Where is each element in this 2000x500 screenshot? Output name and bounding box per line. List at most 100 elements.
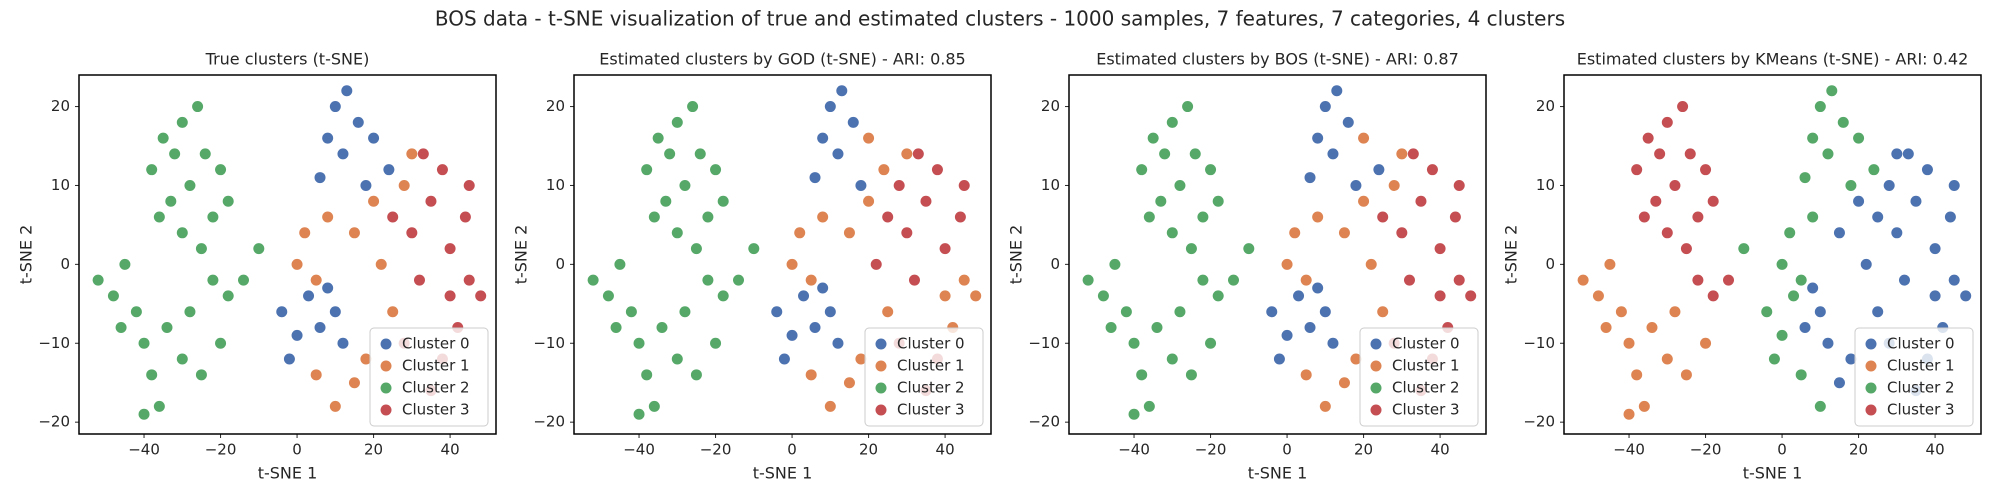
point (322, 132, 334, 144)
point (882, 306, 894, 318)
figure-title: BOS data - t-SNE visualization of true a… (435, 7, 1565, 31)
point (1120, 306, 1132, 318)
point (824, 101, 836, 113)
point (1350, 353, 1362, 365)
legend-marker (1370, 360, 1382, 372)
legend-box (864, 327, 984, 427)
point (1365, 258, 1377, 270)
legend-marker (875, 404, 887, 416)
x-axis-label: t-SNE 1 (753, 464, 813, 483)
y-axis-label: t-SNE 2 (1007, 225, 1026, 285)
point (710, 164, 722, 176)
point (360, 179, 372, 191)
point (1860, 258, 1872, 270)
point (1304, 321, 1316, 333)
point (1128, 408, 1140, 420)
point (817, 132, 829, 144)
subplot: Estimated clusters by BOS (t-SNE) - ARI:… (1007, 50, 1487, 483)
point (322, 211, 334, 223)
legend-marker (380, 338, 392, 350)
point (1453, 274, 1465, 286)
y-tick-label: 10 (546, 176, 565, 194)
x-axis-label: t-SNE 1 (1248, 464, 1308, 483)
point (459, 211, 471, 223)
point (417, 148, 429, 160)
point (832, 148, 844, 160)
point (1677, 101, 1689, 113)
x-tick-label: 40 (1431, 441, 1450, 459)
legend-marker (875, 338, 887, 350)
point (717, 290, 729, 302)
point (329, 400, 341, 412)
point (1300, 274, 1312, 286)
point (1692, 274, 1704, 286)
x-tick-label: 0 (292, 441, 302, 459)
point (253, 243, 265, 255)
point (1680, 243, 1692, 255)
point (1837, 116, 1849, 128)
point (1592, 290, 1604, 302)
point (1615, 306, 1627, 318)
point (633, 337, 645, 349)
point (1807, 282, 1819, 294)
point (587, 274, 599, 286)
point (157, 132, 169, 144)
subplot: True clusters (t-SNE) t-SNE 1 t-SNE 2 −40 −2… (17, 50, 497, 483)
point (939, 243, 951, 255)
point (222, 195, 234, 207)
point (1853, 195, 1865, 207)
point (648, 400, 660, 412)
point (836, 85, 848, 97)
point (1128, 337, 1140, 349)
point (1434, 290, 1446, 302)
point (1185, 243, 1197, 255)
point (195, 369, 207, 381)
legend-label: Cluster 3 (897, 401, 965, 419)
legend: Cluster 0 Cluster 1 Cluster 2 Cluster 3 (369, 327, 489, 427)
point (1853, 132, 1865, 144)
x-tick-label: 20 (364, 441, 383, 459)
point (1826, 85, 1838, 97)
point (375, 258, 387, 270)
legend-label: Cluster 1 (402, 357, 470, 375)
legend-label: Cluster 0 (897, 335, 965, 353)
subplot-title: Estimated clusters by BOS (t-SNE) - ARI:… (1096, 50, 1459, 69)
legend-label: Cluster 2 (402, 379, 470, 397)
point (368, 132, 380, 144)
point (184, 306, 196, 318)
legend-label: Cluster 0 (402, 335, 470, 353)
point (153, 211, 165, 223)
point (901, 148, 913, 160)
point (1784, 227, 1796, 239)
point (687, 101, 699, 113)
point (847, 116, 859, 128)
point (1197, 274, 1209, 286)
point (1312, 132, 1324, 144)
point (436, 164, 448, 176)
subplot: Estimated clusters by KMeans (t-SNE) - A… (1502, 50, 1982, 483)
point (1799, 172, 1811, 184)
y-tick-label: 20 (51, 97, 70, 115)
legend-label: Cluster 3 (1887, 401, 1955, 419)
point (1707, 195, 1719, 207)
point (1143, 400, 1155, 412)
y-tick-label: 20 (546, 97, 565, 115)
plot-frame (1068, 74, 1487, 435)
point (817, 282, 829, 294)
point (1776, 258, 1788, 270)
point (1377, 306, 1389, 318)
point (1631, 164, 1643, 176)
point (1434, 243, 1446, 255)
point (1833, 227, 1845, 239)
point (1415, 195, 1427, 207)
point (291, 329, 303, 341)
point (107, 290, 119, 302)
point (602, 290, 614, 302)
legend-label: Cluster 2 (1887, 379, 1955, 397)
point (1684, 148, 1696, 160)
point (786, 329, 798, 341)
point (958, 274, 970, 286)
point (1212, 290, 1224, 302)
legend-marker (875, 360, 887, 372)
point (1174, 306, 1186, 318)
